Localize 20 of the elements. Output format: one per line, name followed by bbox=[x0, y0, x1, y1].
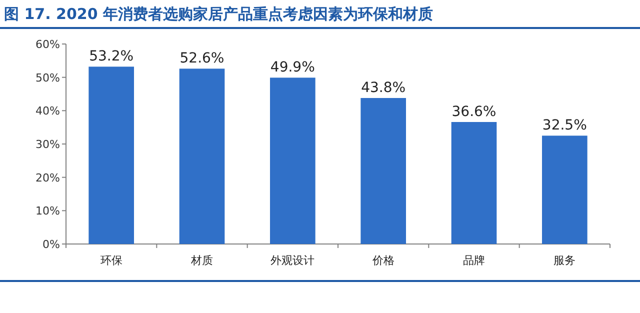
data-label: 49.9% bbox=[270, 60, 315, 76]
y-tick-label: 20% bbox=[36, 171, 60, 184]
x-tick-label: 价格 bbox=[371, 254, 394, 267]
y-tick-label: 50% bbox=[36, 71, 60, 84]
data-label: 53.2% bbox=[89, 48, 134, 65]
x-tick-label: 材质 bbox=[190, 254, 213, 267]
x-tick-label: 服务 bbox=[554, 254, 576, 267]
y-tick-label: 30% bbox=[36, 138, 60, 151]
x-tick-label: 外观设计 bbox=[270, 254, 315, 267]
data-label: 52.6% bbox=[180, 50, 224, 67]
y-tick-label: 10% bbox=[36, 204, 60, 218]
title: 图 17. 2020 年消费者选购家居产品重点考虑因素为环保和材质 bbox=[4, 5, 433, 23]
data-label: 32.5% bbox=[542, 118, 587, 134]
y-tick-label: 60% bbox=[36, 38, 60, 51]
data-label: 43.8% bbox=[361, 80, 406, 96]
data-label: 36.6% bbox=[452, 104, 496, 120]
y-tick-label: 0% bbox=[42, 238, 60, 251]
y-tick-label: 40% bbox=[36, 104, 60, 118]
x-tick-label: 品牌 bbox=[463, 254, 485, 267]
x-tick-label: 环保 bbox=[100, 254, 122, 267]
